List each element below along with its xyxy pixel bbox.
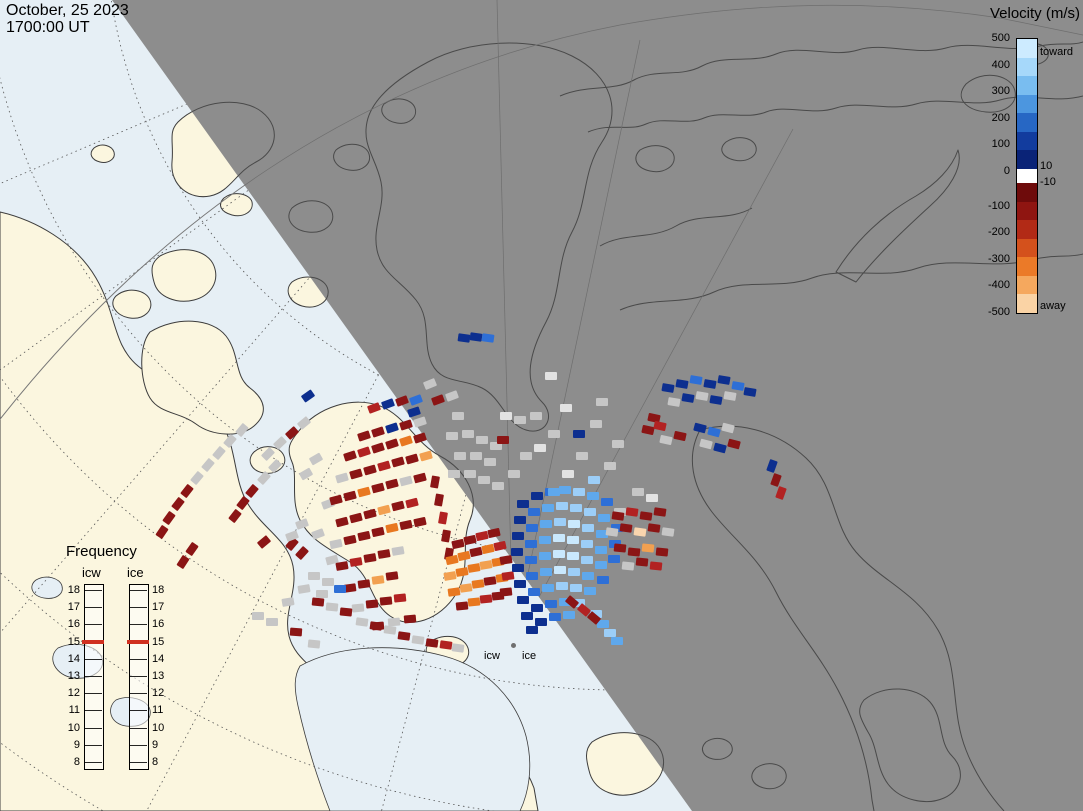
frequency-tick — [129, 624, 147, 626]
colorbar-segment — [1017, 39, 1037, 58]
frequency-scale-icw — [84, 584, 104, 770]
colorbar-segment — [1017, 150, 1037, 170]
frequency-tick — [84, 710, 102, 712]
colorbar-segment — [1017, 201, 1037, 221]
colorbar-segment — [1017, 238, 1037, 258]
frequency-tick — [129, 590, 147, 591]
colorbar-tick-label: -200 — [987, 226, 1010, 239]
colorbar-segment — [1017, 57, 1037, 77]
frequency-tick — [84, 727, 102, 729]
colorbar-tick-label: 200 — [991, 111, 1010, 124]
frequency-tick — [84, 624, 102, 626]
frequency-tick-label: 15 — [67, 635, 80, 648]
colorbar-tick-label: 0 — [1003, 165, 1010, 177]
frequency-tick — [129, 744, 147, 746]
frequency-tick-label: 10 — [67, 721, 80, 734]
colorbar-segment — [1017, 76, 1037, 95]
colorbar-toward-section — [1017, 39, 1037, 170]
frequency-tick — [84, 762, 102, 763]
frequency-tick-label: 18 — [67, 584, 80, 596]
colorbar-segment — [1017, 113, 1037, 132]
colorbar-tick-label: -500 — [987, 306, 1010, 318]
frequency-tick — [84, 676, 102, 677]
frequency-panel: Frequency icw ice 18 17 16 15 14 13 12 11 10 9 8 18… — [0, 0, 220, 811]
colorbar-tick-label: -300 — [987, 252, 1010, 265]
colorbar-segment — [1017, 275, 1037, 295]
colorbar-tick-label: 100 — [991, 138, 1010, 151]
colorbar-segment — [1017, 131, 1037, 151]
colorbar-tick-label: 300 — [991, 85, 1010, 98]
frequency-tick — [129, 658, 147, 660]
frequency-tick — [84, 658, 102, 660]
coastlines-night — [171, 41, 1083, 811]
frequency-tick — [84, 693, 102, 695]
frequency-tick — [129, 693, 147, 695]
colorbar-segment — [1017, 220, 1037, 239]
frequency-tick-label: 10 — [152, 721, 165, 734]
frequency-tick — [129, 727, 147, 729]
velocity-colorbar — [1016, 38, 1038, 314]
frequency-tick — [84, 590, 102, 591]
colorbar-tick-label: -100 — [987, 199, 1010, 212]
frequency-tick — [129, 607, 147, 609]
velocity-legend-title: Velocity (m/s) — [989, 5, 1080, 22]
frequency-tick-label: 12 — [67, 687, 80, 700]
away-label: away — [1040, 300, 1066, 312]
frequency-tick-label: 16 — [152, 618, 165, 631]
frequency-tick-label: 13 — [152, 670, 165, 682]
frequency-scale-ice — [129, 584, 149, 770]
radar-site-dot — [511, 643, 516, 648]
frequency-tick — [129, 676, 147, 677]
colorbar-away-section — [1017, 183, 1037, 314]
frequency-marker-ice — [127, 639, 149, 644]
frequency-tick — [129, 762, 147, 763]
frequency-tick-label: 14 — [152, 652, 165, 665]
date-label: October, 25 2023 — [6, 2, 129, 19]
colorbar-zero-gap — [1017, 169, 1037, 183]
timestamp-block: October, 25 2023 1700:00 UT — [6, 2, 129, 37]
minus10-label: -10 — [1040, 176, 1056, 188]
frequency-marker-icw — [82, 639, 104, 644]
frequency-tick-label: 13 — [67, 670, 80, 682]
colorbar-segment — [1017, 183, 1037, 202]
frequency-tick-label: 16 — [67, 618, 80, 631]
frequency-tick — [84, 744, 102, 746]
time-label: 1700:00 UT — [6, 18, 90, 36]
frequency-tick-label: 9 — [152, 738, 159, 751]
frequency-tick-label: 9 — [73, 738, 80, 751]
radar-site-label-icw: icw — [484, 650, 500, 662]
toward-label: toward — [1040, 46, 1074, 58]
frequency-tick — [84, 607, 102, 609]
frequency-tick-label: 14 — [67, 652, 80, 665]
frequency-tick-label: 8 — [152, 756, 159, 768]
colorbar-segment — [1017, 94, 1037, 114]
frequency-tick-label: 12 — [152, 687, 165, 700]
frequency-column-label-icw: icw — [82, 565, 101, 580]
frequency-tick-label: 18 — [152, 584, 165, 596]
frequency-tick-label: 15 — [152, 635, 165, 648]
frequency-tick-label: 11 — [68, 704, 80, 717]
radar-site-label-ice: ice — [522, 650, 537, 662]
frequency-tick-label: 17 — [152, 601, 165, 614]
colorbar-tick-label: -400 — [987, 279, 1010, 292]
frequency-tick-label: 11 — [152, 704, 164, 717]
colorbar-segment — [1017, 257, 1037, 276]
colorbar-tick-layer: 500 400 300 200 100 0 -100 -200 -300 -400 -500 towa… — [960, 0, 1083, 330]
plus10-label: 10 — [1040, 160, 1053, 172]
colorbar-segment — [1017, 294, 1037, 314]
frequency-title: Frequency — [66, 543, 137, 560]
colorbar-tick-label: 500 — [991, 32, 1010, 44]
frequency-column-label-ice: ice — [127, 565, 144, 580]
frequency-tick-label: 17 — [67, 601, 80, 614]
frequency-tick — [129, 710, 147, 712]
frequency-tick-label: 8 — [73, 756, 80, 768]
colorbar-tick-label: 400 — [991, 58, 1010, 71]
